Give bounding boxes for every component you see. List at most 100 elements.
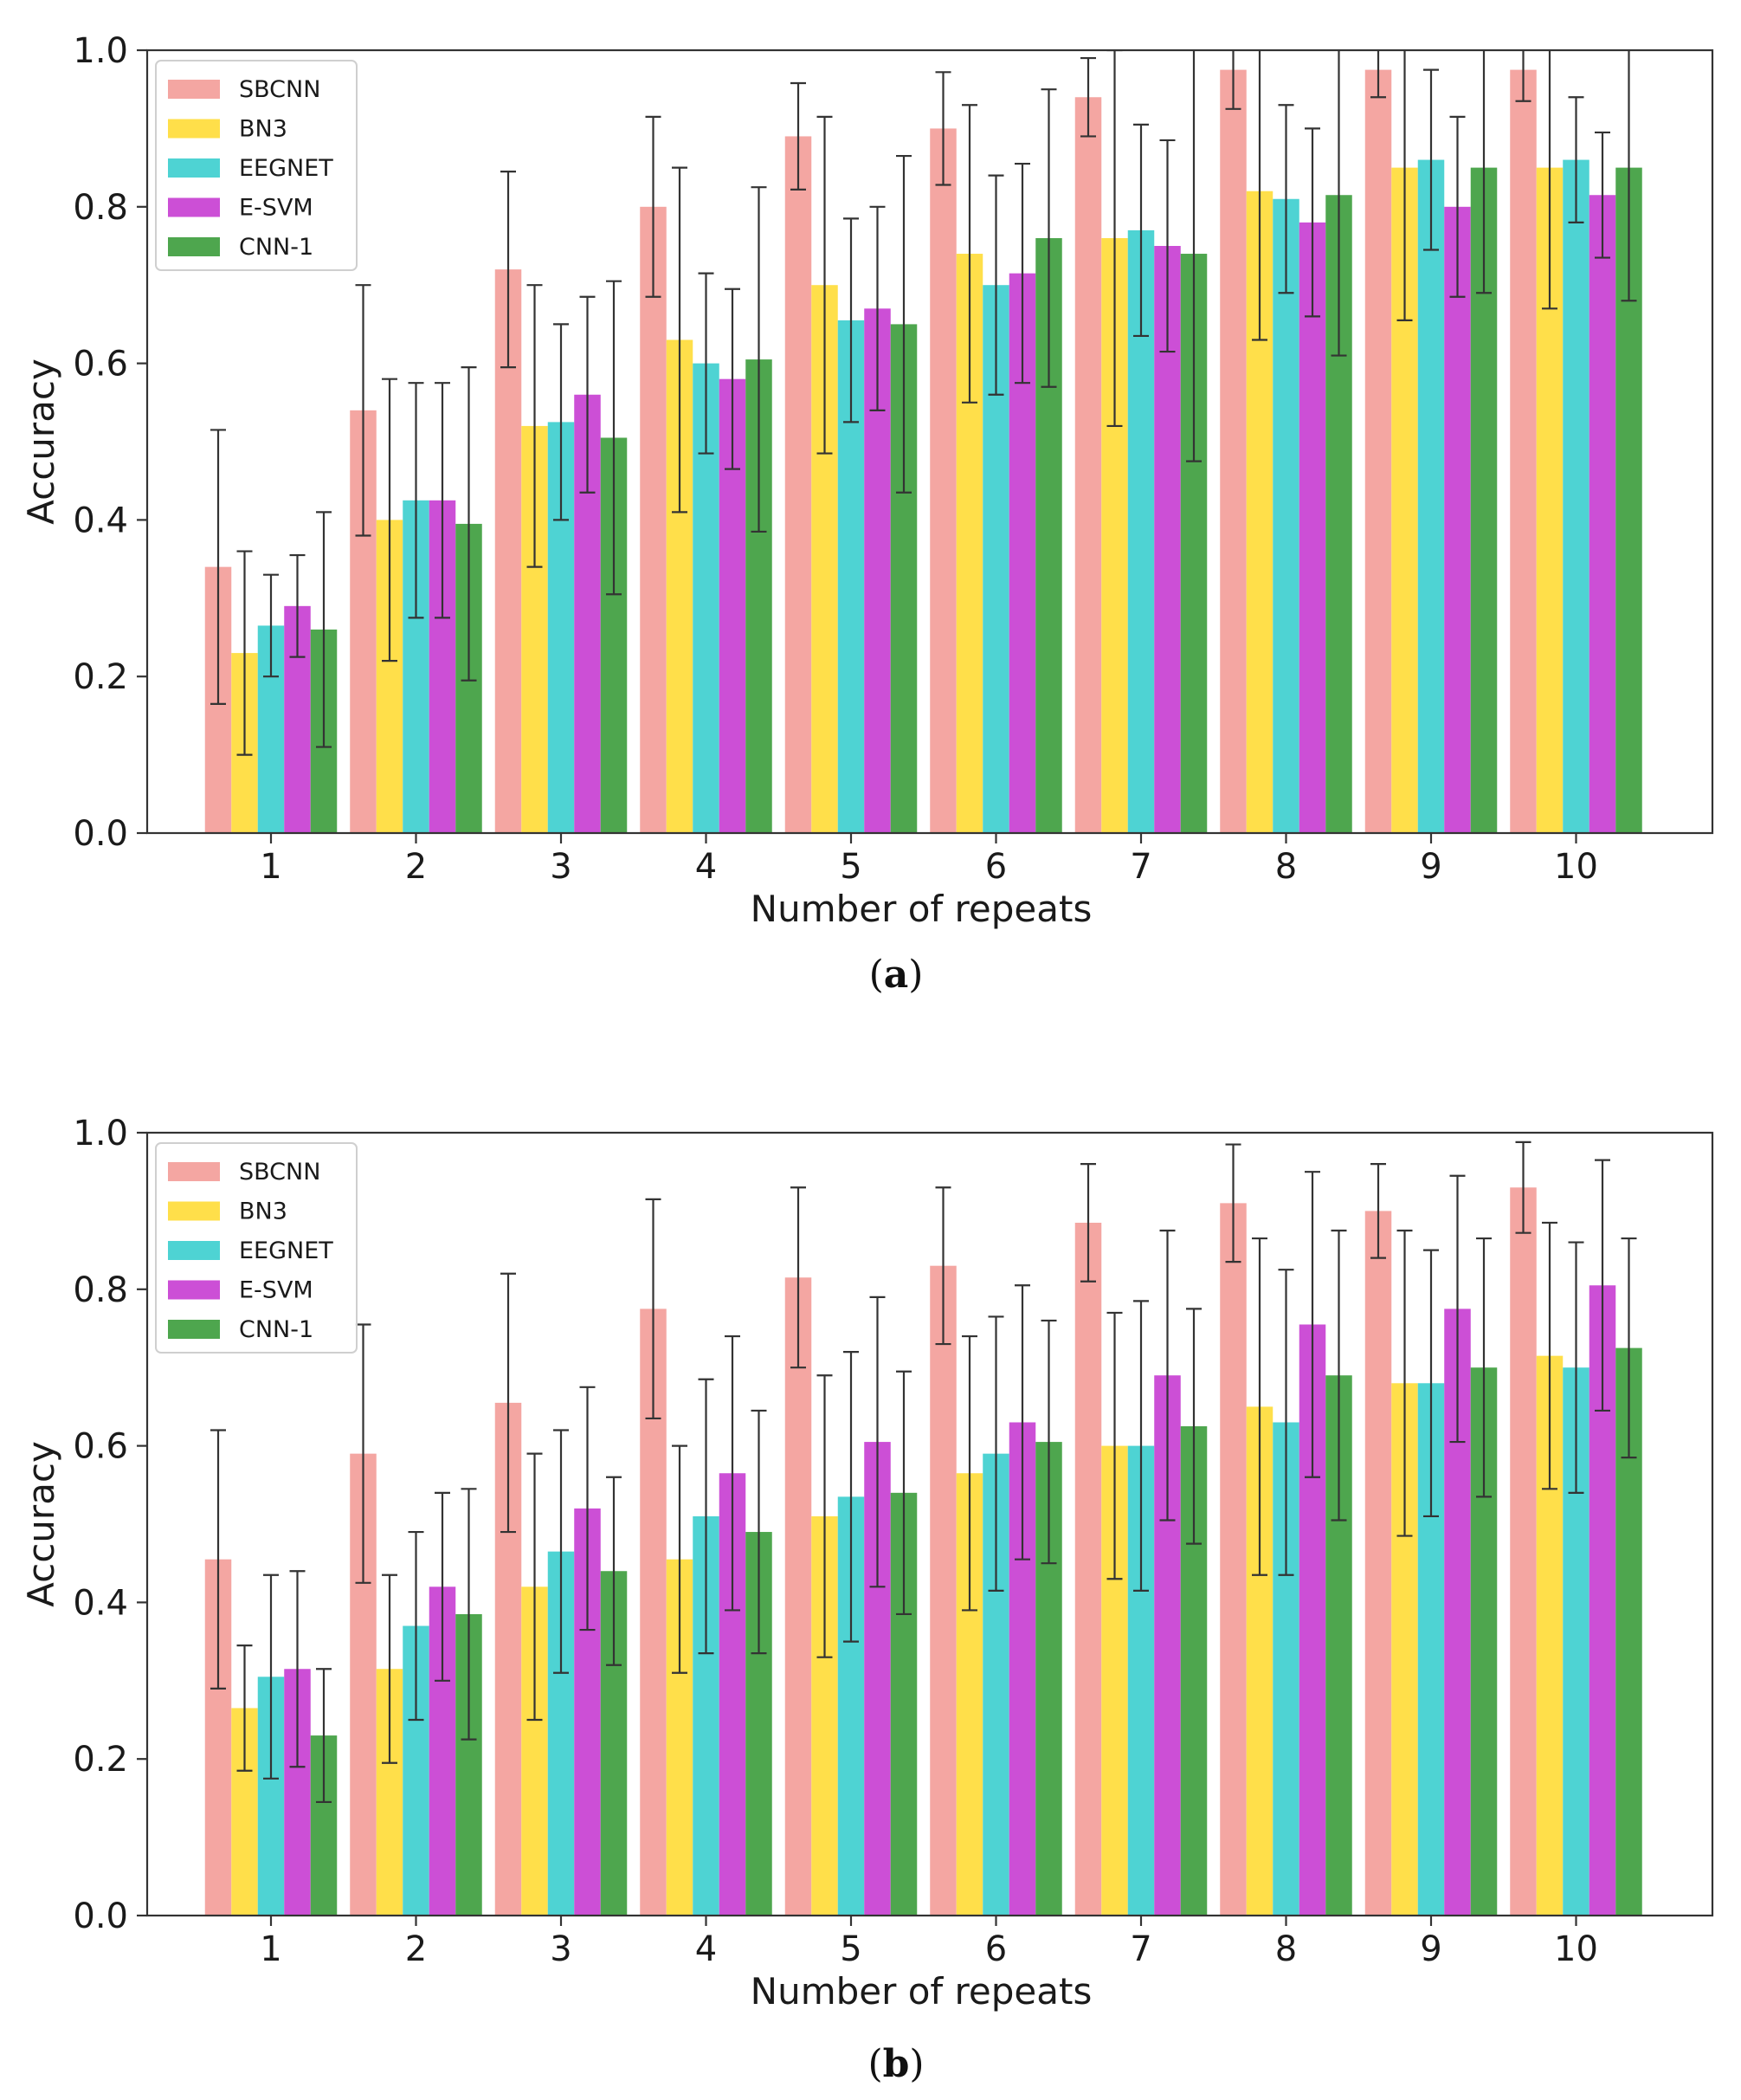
errorbar-e-svm-4 [725, 288, 740, 470]
errorbar-sbcnn-3 [500, 171, 516, 369]
bar-sbcnn-6 [930, 128, 957, 833]
errorbar-bn3-4 [672, 166, 687, 514]
errorbar-sbcnn-1 [210, 1429, 226, 1690]
plot-frame [145, 48, 1714, 835]
legend-swatch-sbcnn [168, 80, 220, 99]
errorbar-bn3-1 [236, 1644, 253, 1772]
errorbar-eegnet-6 [988, 1315, 1004, 1592]
errorbar-bn3-2 [382, 1573, 397, 1764]
x-tick-label: 6 [985, 847, 1007, 887]
x-tick-label: 2 [405, 1929, 427, 1969]
errorbar-eegnet-3 [553, 1429, 569, 1674]
y-tick-label: 1.0 [73, 1114, 128, 1153]
errorbar-eegnet-7 [1133, 1300, 1149, 1592]
y-tick-label: 0.0 [73, 814, 128, 854]
errorbar-cnn-1-3 [606, 1476, 622, 1666]
legend: SBCNN BN3 EEGNET E-SVM CNN-1 [155, 1142, 358, 1354]
errorbar-e-svm-5 [869, 205, 886, 411]
errorbar-e-svm-1 [289, 553, 306, 658]
errorbar-bn3-9 [1396, 1229, 1413, 1537]
bar-e-svm-8 [1299, 222, 1326, 833]
x-axis-label: Number of repeats [751, 888, 1093, 930]
errorbar-bn3-7 [1106, 1311, 1123, 1580]
errorbar-cnn-1-6 [1041, 1319, 1057, 1565]
y-tick-label: 0.4 [73, 501, 128, 540]
legend-swatch-e-svm [168, 197, 220, 217]
x-tick-label: 4 [695, 847, 717, 887]
chart-panel-a: 0.0 0.2 0.4 0.6 0.8 1.0 1 2 3 4 5 6 7 8 9 10 Number of r… [20, 31, 1714, 997]
bar-sbcnn-7 [1074, 97, 1102, 833]
errorbar-e-svm-2 [435, 382, 450, 619]
bar-sbcnn-5 [784, 1277, 812, 1916]
errorbar-sbcnn-3 [500, 1272, 516, 1534]
errorbar-eegnet-8 [1278, 104, 1294, 294]
y-tick-label: 0.6 [73, 1427, 128, 1467]
errorbar-cnn-1-9 [1476, 1237, 1492, 1498]
y-axis-label: Accuracy [20, 1441, 62, 1607]
errorbar-e-svm-9 [1449, 115, 1466, 298]
legend-swatch-cnn-1 [168, 237, 220, 256]
x-tick-label: 8 [1275, 1929, 1297, 1969]
errorbar-cnn-1-2 [461, 1488, 477, 1741]
errorbar-cnn-1-3 [606, 280, 622, 596]
errorbar-eegnet-9 [1423, 1249, 1439, 1518]
bar-sbcnn-10 [1510, 69, 1537, 833]
errorbar-sbcnn-1 [210, 429, 226, 705]
x-tick-label: 10 [1554, 1929, 1598, 1969]
x-tick-label: 7 [1130, 1929, 1151, 1969]
x-tick-label: 7 [1130, 847, 1151, 887]
errorbar-sbcnn-7 [1080, 1163, 1096, 1283]
errorbar-sbcnn-4 [645, 115, 661, 298]
errorbar-eegnet-4 [698, 272, 714, 455]
errorbar-eegnet-5 [843, 217, 859, 423]
legend-swatch-eegnet [168, 1241, 220, 1260]
errorbar-sbcnn-5 [790, 1186, 806, 1369]
x-tick-label: 9 [1420, 847, 1441, 887]
legend-swatch-cnn-1 [168, 1320, 220, 1339]
errorbar-e-svm-10 [1595, 1159, 1610, 1412]
plot-area [204, 1140, 1642, 1916]
x-axis-label: Number of repeats [751, 1970, 1093, 2013]
errorbar-e-svm-7 [1159, 1229, 1176, 1522]
errorbar-bn3-9 [1396, 50, 1413, 321]
errorbar-e-svm-7 [1159, 139, 1176, 353]
x-tick-label: 3 [550, 847, 571, 887]
errorbar-eegnet-8 [1278, 1269, 1294, 1576]
legend-label-cnn-1: CNN-1 [239, 234, 313, 261]
errorbar-bn3-8 [1252, 50, 1267, 341]
errorbar-cnn-1-5 [896, 1370, 912, 1616]
errorbar-sbcnn-6 [935, 1186, 951, 1346]
errorbar-cnn-1-1 [316, 1668, 332, 1804]
x-tick-label: 4 [695, 1929, 717, 1969]
errorbar-bn3-6 [962, 1334, 977, 1612]
errorbar-bn3-5 [816, 1374, 833, 1658]
errorbar-e-svm-6 [1015, 1284, 1030, 1560]
bar-sbcnn-5 [784, 136, 812, 833]
errorbar-e-svm-1 [289, 1570, 306, 1768]
errorbar-eegnet-6 [988, 174, 1004, 396]
errorbar-sbcnn-5 [790, 81, 806, 191]
chart-panel-b: 0.0 0.2 0.4 0.6 0.8 1.0 1 2 3 4 5 6 7 8 9 10 Number of r… [20, 1114, 1714, 2086]
y-tick-label: 0.8 [73, 1270, 128, 1310]
errorbar-e-svm-5 [869, 1296, 886, 1588]
errorbar-bn3-10 [1542, 1221, 1557, 1490]
errorbar-bn3-1 [236, 550, 253, 756]
errorbar-e-svm-8 [1305, 127, 1320, 318]
legend-label-cnn-1: CNN-1 [239, 1316, 313, 1343]
errorbar-e-svm-10 [1595, 131, 1610, 259]
errorbar-eegnet-2 [408, 382, 424, 619]
legend-box [155, 60, 358, 271]
legend-label-eegnet: EEGNET [239, 155, 333, 182]
legend-label-eegnet: EEGNET [239, 1237, 333, 1264]
x-tick-label: 8 [1275, 847, 1297, 887]
errorbar-sbcnn-6 [935, 71, 951, 186]
x-tick-label: 5 [840, 847, 861, 887]
errorbar-e-svm-4 [725, 1334, 740, 1612]
errorbar-cnn-1-6 [1041, 88, 1057, 388]
legend-label-bn3: BN3 [239, 1199, 287, 1225]
x-tick-label: 1 [260, 847, 281, 887]
errorbar-cnn-1-7 [1186, 50, 1202, 462]
legend-swatch-bn3 [168, 1201, 220, 1221]
errorbar-cnn-1-8 [1331, 1229, 1347, 1522]
